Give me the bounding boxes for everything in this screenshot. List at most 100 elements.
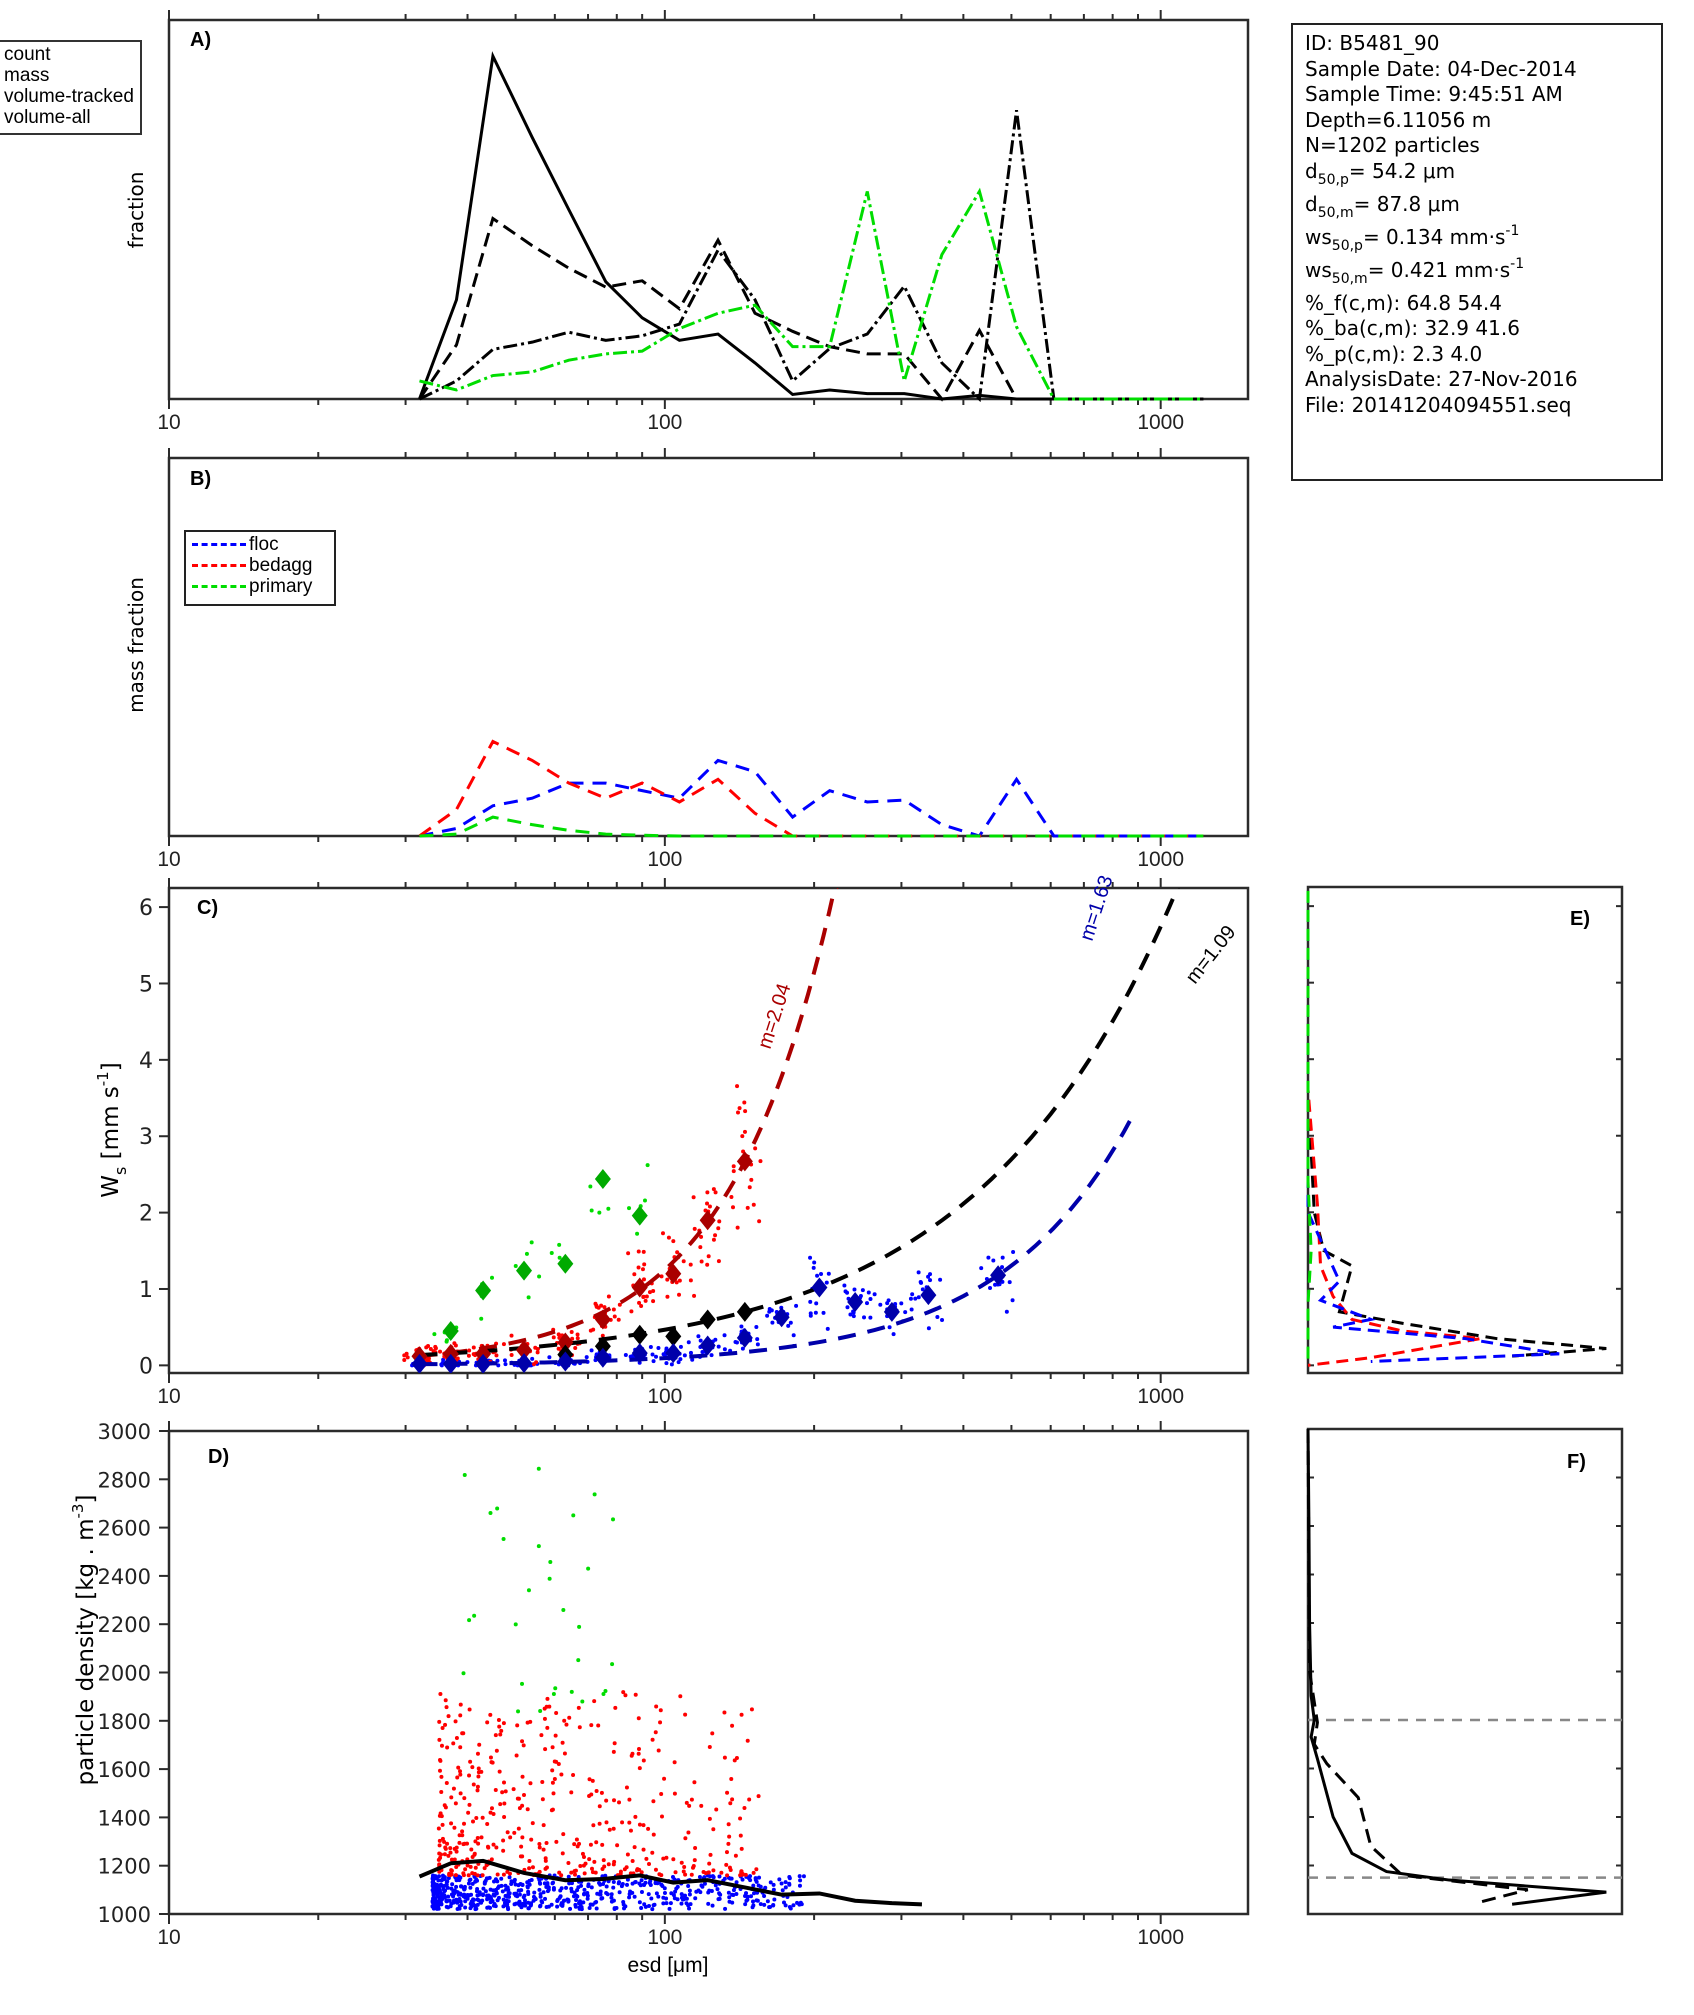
- scatter-point: [573, 1902, 578, 1907]
- scatter-point: [639, 1890, 644, 1895]
- scatter-point: [986, 1255, 991, 1260]
- scatter-point: [469, 1904, 474, 1909]
- scatter-point: [509, 1333, 514, 1338]
- scatter-point: [711, 1187, 716, 1192]
- panel-label-a: A): [190, 29, 211, 51]
- scatter-point: [513, 1622, 518, 1627]
- scatter-point: [500, 1790, 505, 1795]
- scatter-point: [555, 1904, 560, 1909]
- scatter-point: [644, 1294, 649, 1299]
- binned-mean-marker-floc: [594, 1347, 611, 1368]
- scatter-point: [479, 1316, 484, 1321]
- scatter-point: [725, 1873, 730, 1878]
- scatter-point: [729, 1195, 734, 1200]
- scatter-point: [707, 1874, 712, 1879]
- scatter-point: [656, 1894, 661, 1899]
- scatter-point: [449, 1868, 454, 1873]
- scatter-point: [447, 1898, 452, 1903]
- scatter-point: [501, 1838, 506, 1843]
- scatter-point: [617, 1800, 622, 1805]
- scatter-point: [658, 1708, 663, 1713]
- y-tick-label-c: 3: [139, 1125, 153, 1150]
- scatter-point: [647, 1290, 652, 1295]
- scatter-point: [686, 1830, 691, 1835]
- scatter-point: [463, 1867, 468, 1872]
- scatter-point: [609, 1895, 614, 1900]
- scatter-point: [772, 1897, 777, 1902]
- binned-mean-marker-floc: [773, 1307, 790, 1328]
- scatter-point: [581, 1900, 586, 1905]
- scatter-point: [730, 1900, 735, 1905]
- scatter-point: [603, 1688, 608, 1693]
- scatter-point: [786, 1323, 791, 1328]
- scatter-point: [641, 1294, 646, 1299]
- scatter-point: [557, 1870, 562, 1875]
- scatter-point: [988, 1285, 993, 1290]
- scatter-point: [433, 1885, 438, 1890]
- x-tick-label-b: 10: [157, 848, 180, 871]
- scatter-point: [490, 1760, 495, 1765]
- density-distribution-dashed: [1306, 1428, 1529, 1904]
- scatter-point: [551, 1791, 556, 1796]
- binned-mean-marker-floc: [631, 1343, 648, 1364]
- scatter-point: [544, 1841, 549, 1846]
- scatter-point: [891, 1332, 896, 1337]
- scatter-point: [527, 1859, 532, 1864]
- scatter-point: [626, 1251, 631, 1256]
- scatter-point: [734, 1892, 739, 1897]
- scatter-point: [428, 1346, 433, 1351]
- scatter-point: [521, 1743, 526, 1748]
- scatter-point: [494, 1748, 499, 1753]
- scatter-point: [801, 1874, 806, 1879]
- scatter-point: [495, 1879, 500, 1884]
- scatter-point: [501, 1872, 506, 1877]
- scatter-point: [604, 1890, 609, 1895]
- scatter-point: [630, 1859, 635, 1864]
- scatter-point: [468, 1885, 473, 1890]
- scatter-point: [520, 1739, 525, 1744]
- scatter-point: [437, 1838, 442, 1843]
- scatter-point: [553, 1686, 558, 1691]
- y-tick-label-d: 2200: [98, 1613, 151, 1637]
- scatter-point: [1000, 1265, 1005, 1270]
- scatter-point: [639, 1905, 644, 1910]
- scatter-point: [643, 1904, 648, 1909]
- scatter-point: [476, 1770, 481, 1775]
- x-tick-label-d: 1000: [1137, 1926, 1184, 1949]
- scatter-point: [650, 1850, 655, 1855]
- scatter-point: [455, 1356, 460, 1361]
- scatter-point: [646, 1826, 651, 1831]
- scatter-point: [666, 1235, 671, 1240]
- scatter-point: [758, 1884, 763, 1889]
- distribution-line-primary: [1306, 890, 1313, 1366]
- binned-mean-marker-all: [594, 1336, 611, 1357]
- scatter-point: [755, 1342, 760, 1347]
- scatter-point: [561, 1607, 566, 1612]
- scatter-point: [451, 1786, 456, 1791]
- scatter-point: [674, 1280, 679, 1285]
- scatter-point: [553, 1733, 558, 1738]
- scatter-point: [537, 1869, 542, 1874]
- scatter-point: [540, 1797, 545, 1802]
- scatter-point: [568, 1906, 573, 1911]
- scatter-point: [600, 1842, 605, 1847]
- scatter-point: [928, 1278, 933, 1283]
- scatter-point: [550, 1780, 555, 1785]
- scatter-point: [697, 1874, 702, 1879]
- scatter-point: [578, 1863, 583, 1868]
- scatter-point: [771, 1887, 776, 1892]
- scatter-point: [560, 1851, 565, 1856]
- scatter-point: [543, 1896, 548, 1901]
- scatter-point: [723, 1906, 728, 1911]
- panel-label-c: C): [197, 897, 218, 919]
- scatter-point: [437, 1874, 442, 1879]
- scatter-point: [860, 1288, 865, 1293]
- scatter-point: [604, 1798, 609, 1803]
- scatter-point: [716, 1226, 721, 1231]
- scatter-point: [589, 1348, 594, 1353]
- scatter-point: [664, 1361, 669, 1366]
- y-tick-label-c: 0: [139, 1354, 153, 1379]
- scatter-point: [437, 1889, 442, 1894]
- scatter-point: [672, 1896, 677, 1901]
- scatter-point: [652, 1902, 657, 1907]
